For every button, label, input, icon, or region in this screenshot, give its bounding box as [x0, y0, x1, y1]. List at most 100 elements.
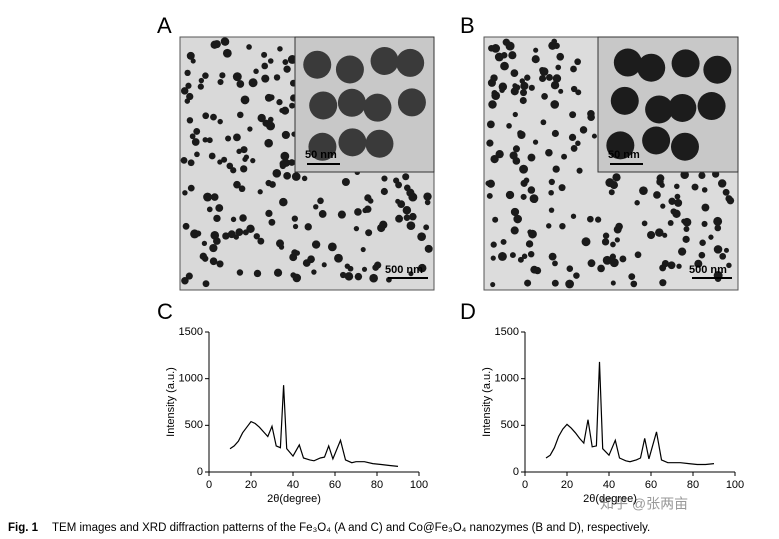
nanoparticle [303, 50, 332, 79]
nanoparticle [397, 200, 406, 209]
nanoparticle [268, 218, 276, 226]
nanoparticle [337, 210, 346, 219]
nanoparticle [220, 37, 230, 46]
nanoparticle [486, 120, 495, 129]
nanoparticle [406, 221, 416, 231]
nanoparticle [217, 78, 224, 86]
nanoparticle [191, 138, 200, 146]
nanoparticle [513, 214, 523, 224]
nanoparticle [202, 112, 210, 120]
nanoparticle [210, 40, 219, 49]
nanoparticle [335, 55, 364, 84]
nanoparticle [698, 171, 706, 179]
nanoparticle [402, 206, 412, 215]
nanoparticle [660, 203, 666, 209]
nanoparticle [555, 64, 562, 71]
nanoparticle [541, 93, 548, 100]
nanoparticle [519, 97, 527, 105]
nanoparticle [558, 88, 564, 94]
nanoparticle [238, 185, 246, 193]
nanoparticle [531, 55, 540, 64]
nanoparticle [671, 49, 700, 78]
nanoparticle [221, 156, 228, 163]
nanoparticle [267, 58, 274, 64]
nanoparticle [486, 192, 493, 199]
nanoparticle [551, 38, 558, 45]
nanoparticle [267, 116, 274, 123]
nanoparticle [402, 173, 410, 181]
nanoparticle [317, 197, 324, 205]
nanoparticle [233, 234, 239, 240]
nanoparticle [309, 91, 338, 120]
nanoparticle [612, 173, 621, 182]
nanoparticle [674, 198, 683, 207]
nanoparticle [198, 77, 205, 84]
x-tick-label: 0 [522, 479, 528, 491]
nanoparticle [533, 47, 539, 53]
panel-label: B [460, 13, 475, 38]
caption-text: TEM images and XRD diffraction patterns … [52, 522, 650, 534]
nanoparticle [527, 250, 535, 258]
nanoparticle [397, 88, 426, 117]
nanoparticle [575, 140, 581, 147]
nanoparticle [288, 159, 296, 166]
nanoparticle [217, 159, 223, 165]
nanoparticle [587, 259, 596, 268]
nanoparticle [347, 265, 354, 272]
nanoparticle [361, 266, 368, 272]
nanoparticle [520, 89, 527, 97]
nanoparticle [491, 91, 501, 100]
nanoparticle [697, 92, 726, 121]
nanoparticle [264, 138, 273, 148]
caption-label: Fig. 1 [8, 522, 39, 534]
nanoparticle [722, 188, 730, 196]
nanoparticle [264, 93, 273, 102]
nanoparticle [304, 223, 312, 231]
nanoparticle [318, 210, 327, 218]
nanoparticle [527, 186, 536, 194]
nanoparticle [495, 150, 504, 159]
nanoparticle [713, 216, 723, 226]
nanoparticle [266, 121, 275, 131]
nanoparticle [568, 133, 577, 142]
nanoparticle [539, 74, 547, 83]
nanoparticle [308, 132, 337, 161]
x-tick-label: 20 [245, 479, 257, 491]
nanoparticle [550, 100, 560, 109]
nanoparticle [201, 240, 208, 246]
nanoparticle [524, 74, 531, 81]
nanoparticle [206, 206, 213, 213]
y-tick-label: 1500 [179, 326, 203, 338]
nanoparticle [202, 72, 209, 79]
nanoparticle [353, 225, 360, 232]
nanoparticle [494, 52, 504, 62]
nanoparticle [527, 153, 536, 162]
nanoparticle [545, 148, 553, 157]
nanoparticle [186, 117, 194, 124]
nanoparticle [570, 145, 578, 152]
y-tick-label: 1000 [495, 373, 519, 385]
nanoparticle [634, 251, 642, 259]
nanoparticle [505, 190, 515, 200]
nanoparticle [272, 168, 282, 178]
nanoparticle [313, 204, 319, 210]
nanoparticle [579, 126, 588, 134]
nanoparticle [559, 222, 566, 230]
nanoparticle [552, 260, 558, 267]
nanoparticle [202, 255, 209, 262]
nanoparticle [548, 252, 557, 261]
nanoparticle [354, 272, 363, 281]
nanoparticle [291, 215, 298, 222]
nanoparticle [525, 240, 534, 248]
nanoparticle [602, 255, 612, 265]
nanoparticle [528, 84, 535, 91]
nanoparticle [552, 165, 560, 173]
nanoparticle [653, 191, 661, 199]
nanoparticle [521, 253, 528, 259]
nanoparticle [242, 97, 249, 104]
nanoparticle [642, 126, 671, 155]
nanoparticle [424, 244, 433, 253]
nanoparticle [193, 127, 201, 135]
nanoparticle [365, 129, 394, 158]
nanoparticle [236, 80, 245, 88]
